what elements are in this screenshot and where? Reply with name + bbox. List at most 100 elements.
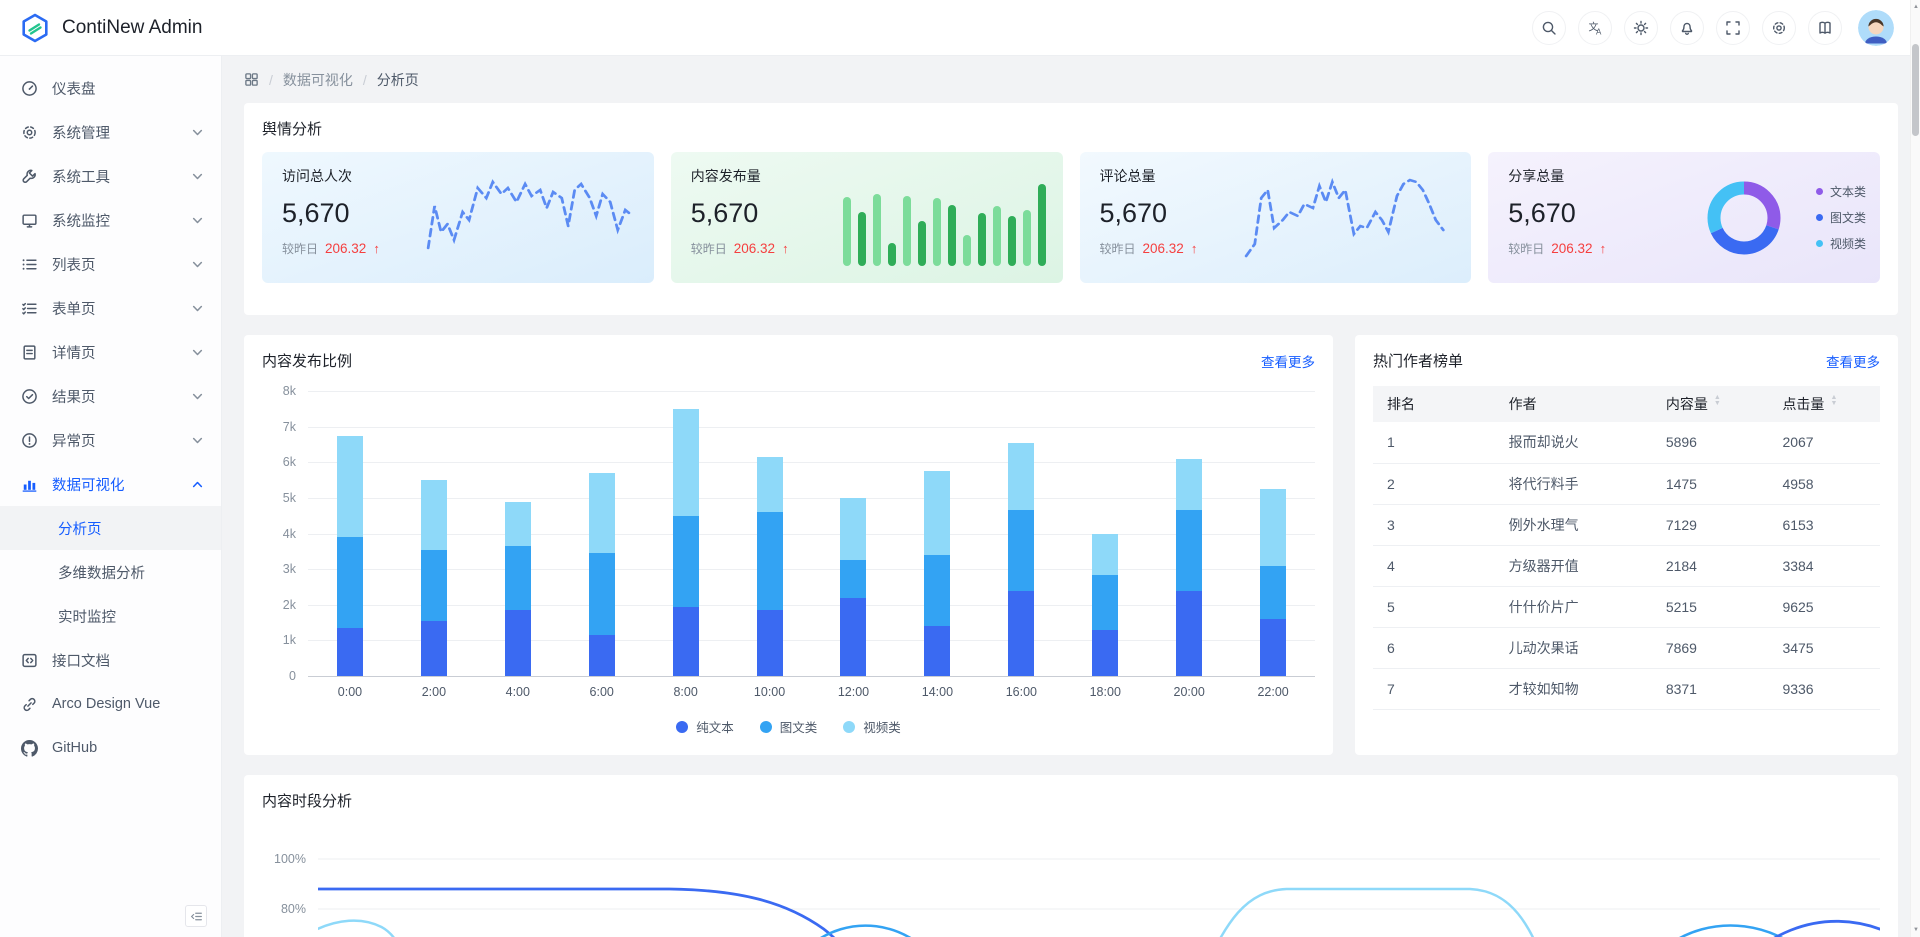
table-row: 7 才较如知物 8371 9336 <box>1373 668 1880 710</box>
chart-legend-item[interactable]: 纯文本 <box>676 717 734 736</box>
table-cell: 3 <box>1373 504 1495 546</box>
donut-legend-item[interactable]: 文本类 <box>1815 183 1866 200</box>
table-cell: 3475 <box>1768 627 1880 669</box>
fullscreen-button[interactable] <box>1716 10 1750 45</box>
legend-label: 文本类 <box>1829 185 1866 199</box>
sidebar-collapse-button[interactable] <box>185 905 207 927</box>
spark-bar <box>902 195 911 266</box>
sidebar-item-4[interactable]: 列表页 <box>0 242 221 286</box>
sidebar-item-label: 系统管理 <box>52 125 110 142</box>
table-cell: 将代行料手 <box>1494 463 1652 505</box>
stat-card-footer: 较昨日 206.32 ↑ <box>1100 240 1452 257</box>
stat-card-0[interactable]: 访问总人次 5,670 较昨日 206.32 ↑ <box>262 152 654 283</box>
y-tick-label: 0 <box>289 669 296 683</box>
sidebar-item-label: 接口文档 <box>52 653 110 670</box>
scroll-down-arrow[interactable]: ▼ <box>1913 927 1919 933</box>
scroll-up-arrow[interactable]: ▲ <box>1913 4 1919 10</box>
time-analysis-title: 内容时段分析 <box>262 793 353 810</box>
table-cell: 7869 <box>1651 627 1769 669</box>
bar-segment <box>1176 458 1203 511</box>
x-tick-label: 20:00 <box>1173 685 1205 699</box>
spark-bar <box>872 194 881 266</box>
compare-label: 较昨日 <box>1508 242 1545 256</box>
dashboard-icon <box>21 80 38 97</box>
scrollbar-thumb[interactable] <box>1912 44 1919 136</box>
settings-button[interactable] <box>1762 10 1796 45</box>
bar-slot <box>1063 391 1147 676</box>
sidebar-item-12[interactable]: GitHub <box>0 726 221 770</box>
bar-segment <box>672 408 699 516</box>
trend-up-icon: ↑ <box>782 241 789 256</box>
chart-legend-item[interactable]: 图文类 <box>759 717 817 736</box>
breadcrumb-item[interactable]: 数据可视化 <box>282 71 353 88</box>
sort-icon[interactable]: ▲ ▼ <box>1713 394 1721 407</box>
spark-bar <box>918 220 927 266</box>
page-scrollbar[interactable]: ▲ ▼ <box>1910 0 1920 937</box>
bar-segment <box>756 610 783 676</box>
compare-value: 206.32 <box>733 241 776 256</box>
sidebar-item-label: 异常页 <box>52 433 96 450</box>
publish-ratio-panel: 内容发布比例 查看更多 8k 7k 6k 5k 4k 3k 2k 1k 0 0:00 2:00 4:… <box>244 335 1333 755</box>
sidebar-item-1[interactable]: 系统管理 <box>0 110 221 154</box>
sidebar-item-9[interactable]: 数据可视化 <box>0 462 221 506</box>
search-button[interactable] <box>1532 10 1566 45</box>
authors-title: 热门作者榜单 <box>1373 353 1464 370</box>
stacked-bar <box>1008 442 1035 676</box>
sidebar-item-5[interactable]: 表单页 <box>0 286 221 330</box>
sidebar-item-11[interactable]: Arco Design Vue <box>0 682 221 726</box>
sidebar-item-2[interactable]: 系统工具 <box>0 154 221 198</box>
app-title: ContiNew Admin <box>62 16 203 38</box>
legend-dot <box>676 720 689 733</box>
spark-bar <box>1038 184 1047 266</box>
breadcrumb-home-icon[interactable] <box>244 72 259 87</box>
sidebar-item-10[interactable]: 接口文档 <box>0 638 221 682</box>
sidebar-item-0[interactable]: 仪表盘 <box>0 66 221 110</box>
chevron-down-icon <box>192 259 203 270</box>
x-tick-label: 4:00 <box>505 685 530 699</box>
theme-button[interactable] <box>1624 10 1658 45</box>
sidebar-item-8[interactable]: 异常页 <box>0 418 221 462</box>
stat-card-footer: 较昨日 206.32 ↑ <box>1508 240 1860 257</box>
sidebar-item-3[interactable]: 系统监控 <box>0 198 221 242</box>
bar-slot <box>812 391 896 676</box>
table-row: 6 儿动次果话 7869 3475 <box>1373 627 1880 669</box>
publish-more-link[interactable]: 查看更多 <box>1261 354 1315 370</box>
stat-card-1[interactable]: 内容发布量 5,670 较昨日 206.32 ↑ <box>670 152 1063 283</box>
authors-more-link[interactable]: 查看更多 <box>1826 354 1880 370</box>
stat-card-title: 内容发布量 <box>690 168 761 184</box>
time-chart-canvas <box>318 858 1880 937</box>
stat-card-footer: 较昨日 206.32 ↑ <box>282 240 634 257</box>
donut-legend-item[interactable]: 视频类 <box>1815 235 1866 252</box>
stat-card-2[interactable]: 评论总量 5,670 较昨日 206.32 ↑ <box>1079 152 1472 283</box>
sidebar-item-7[interactable]: 结果页 <box>0 374 221 418</box>
sidebar-subitem-9-2[interactable]: 实时监控 <box>0 594 221 638</box>
bar-slot <box>895 391 979 676</box>
sidebar-subitem-9-0[interactable]: 分析页 <box>0 506 221 550</box>
stacked-bar <box>924 471 951 676</box>
stacked-bar <box>504 501 531 676</box>
sidebar-item-6[interactable]: 详情页 <box>0 330 221 374</box>
x-tick-label: 14:00 <box>921 685 954 699</box>
table-cell: 儿动次果话 <box>1494 627 1652 669</box>
table-cell: 6 <box>1373 627 1495 669</box>
table-row: 5 什什价片广 5215 9625 <box>1373 586 1880 628</box>
docs-button[interactable] <box>1808 10 1842 45</box>
gridline <box>308 640 1315 642</box>
bar-segment <box>672 515 699 607</box>
notifications-button[interactable] <box>1670 10 1704 45</box>
chart-legend-item[interactable]: 视频类 <box>843 717 901 736</box>
brand[interactable]: ContiNew Admin <box>20 13 202 43</box>
settings-icon <box>1771 20 1787 36</box>
result-icon <box>21 388 38 405</box>
user-avatar[interactable] <box>1858 9 1894 46</box>
stat-card-3[interactable]: 分享总量 5,670 较昨日 206.32 ↑ 文本类 图文类 视频类 <box>1488 152 1880 283</box>
stacked-bar <box>1176 458 1203 676</box>
sidebar-item-label: 系统监控 <box>52 213 110 230</box>
donut-legend-item[interactable]: 图文类 <box>1815 209 1866 226</box>
sort-icon[interactable]: ▲ ▼ <box>1830 394 1838 407</box>
table-header-3: 点击量 ▲ ▼ <box>1768 386 1880 422</box>
sidebar-subitem-9-1[interactable]: 多维数据分析 <box>0 550 221 594</box>
bar-segment <box>1260 619 1287 676</box>
